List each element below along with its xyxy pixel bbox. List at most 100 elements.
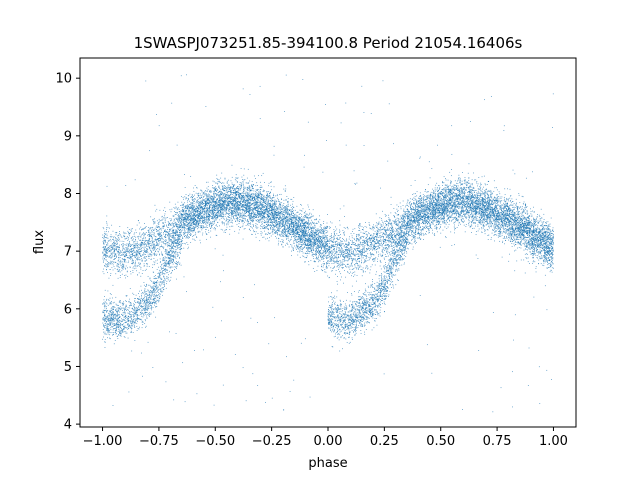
data-point [144,299,145,301]
data-point [110,275,111,276]
data-point [530,253,532,255]
data-point [303,243,305,245]
data-point [389,227,391,229]
data-point [386,281,388,283]
data-point [461,190,463,192]
data-point [183,217,185,219]
data-point [506,206,508,208]
data-point [384,289,386,291]
data-point [516,206,518,207]
data-point [207,209,208,211]
data-point [521,241,522,243]
data-point [467,183,469,184]
data-point [382,255,383,257]
data-point [144,288,146,290]
data-point [535,254,537,256]
data-point [345,325,347,326]
data-point [525,248,527,250]
data-point [128,229,130,230]
data-point [230,180,232,182]
data-point [439,187,441,189]
data-point [420,208,422,210]
data-point [116,265,118,267]
data-point [310,242,312,243]
data-point [544,247,546,248]
data-point [346,247,348,249]
data-point [336,328,338,330]
data-point [342,264,344,265]
data-point [516,217,518,218]
data-point [161,235,163,237]
data-point [524,218,526,220]
data-point [336,290,338,292]
data-point [510,218,512,220]
data-point [530,253,532,255]
data-point [458,222,460,224]
data-point [227,196,229,198]
data-point [280,214,282,216]
data-point [517,219,518,220]
data-point [514,217,516,219]
data-point [460,218,462,220]
data-point [357,312,359,314]
data-point [104,233,106,235]
data-point [303,241,305,243]
data-point [228,179,230,181]
data-point [121,321,123,322]
data-point [451,217,453,218]
data-point [110,244,112,246]
data-point [398,221,400,223]
data-point [252,195,254,197]
data-point [432,215,433,217]
data-point [106,250,108,251]
data-point [442,191,444,193]
data-point [181,227,183,229]
data-point [165,268,167,270]
data-point [237,220,239,222]
data-point [164,207,166,209]
data-point [179,211,181,213]
data-point [401,253,403,254]
data-point [248,195,250,196]
data-point [233,215,234,217]
data-point [305,231,307,233]
data-point [311,228,313,229]
data-point [148,236,150,237]
data-point [228,184,230,186]
data-point [439,227,441,229]
data-point [323,223,324,224]
data-point [281,208,283,210]
data-point [283,236,285,238]
data-point [133,320,134,322]
data-point [224,207,226,209]
data-point [434,189,436,191]
data-point [196,221,198,223]
data-point [512,223,514,225]
data-point [349,311,351,313]
data-point [411,219,413,221]
data-point [396,268,398,270]
data-point [278,224,280,226]
data-point [175,253,177,255]
data-point [187,244,189,245]
data-point [483,219,485,221]
data-point [314,231,316,233]
data-point [408,214,410,216]
data-point [544,238,546,240]
data-point [536,230,537,231]
data-point [160,284,162,286]
data-point [533,296,535,298]
data-point [457,194,459,196]
data-point [328,321,329,323]
data-point [169,331,170,333]
data-point [345,102,347,104]
data-point [412,220,414,222]
data-point [226,208,227,210]
data-point [235,205,237,207]
data-point [134,307,135,309]
data-point [336,240,338,242]
data-point [246,187,248,188]
data-point [276,221,278,223]
data-point [368,294,370,296]
data-point [311,238,312,240]
